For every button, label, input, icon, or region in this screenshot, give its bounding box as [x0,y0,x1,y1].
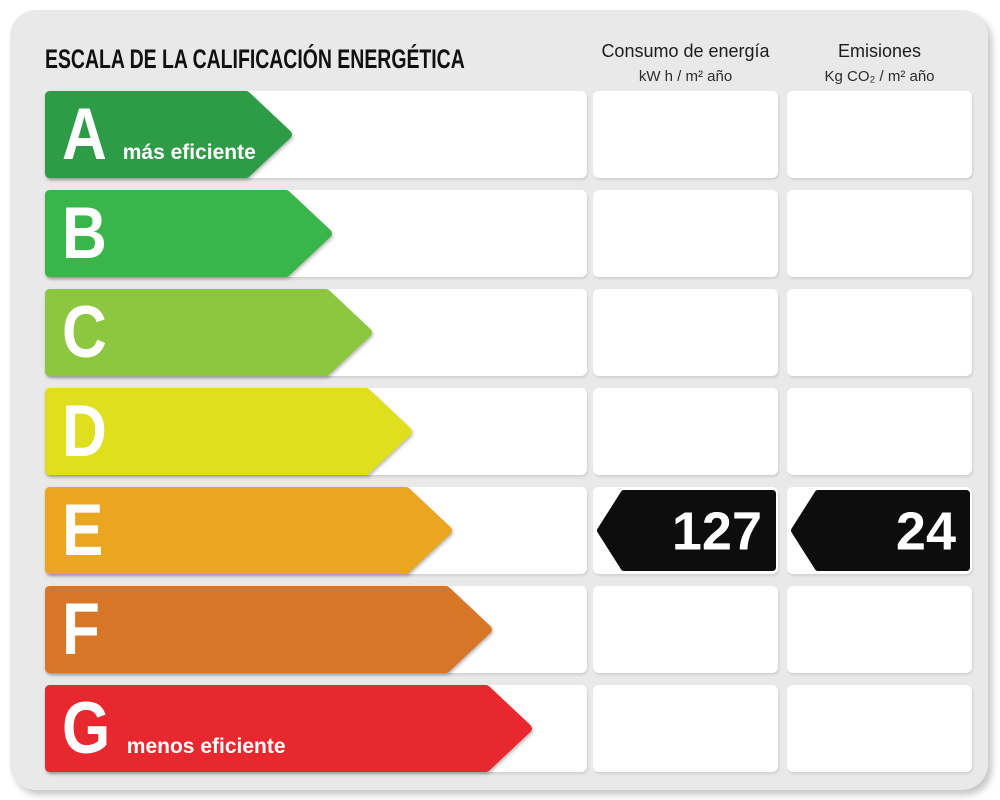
consumo-cell [593,586,778,673]
emisiones-cell [787,586,972,673]
consumo-label: Consumo de energía [601,41,770,61]
consumo-cell: 127 [593,487,778,574]
rating-row-d: D [45,388,972,475]
page-title: ESCALA DE LA CALIFICACIÓN ENERGÉTICA [45,44,465,74]
rating-row-f: F [45,586,972,673]
consumo-cell [593,91,778,178]
bar-text: E [62,487,111,574]
rating-letter: A [62,94,107,175]
bar-text: B [62,190,115,277]
consumo-value-badge: 127 [597,490,776,571]
rating-letter: E [62,490,104,571]
bar-text: D [62,388,115,475]
rating-letter: B [62,193,107,274]
rating-bar-c [45,289,372,376]
bar-text: F [62,586,107,673]
rating-letter: G [62,688,111,769]
consumo-value: 127 [672,502,762,562]
rating-letter: F [62,589,100,670]
rating-bar-f [45,586,492,673]
emisiones-cell [787,190,972,277]
energy-scale-panel: ESCALA DE LA CALIFICACIÓN ENERGÉTICA Con… [10,10,988,790]
rating-bar-b [45,190,332,277]
efficiency-note: menos eficiente [126,735,286,758]
emisiones-cell [787,685,972,772]
rating-row-b: B [45,190,972,277]
rating-row-c: C [45,289,972,376]
consumo-cell [593,388,778,475]
bar-text: C [62,289,115,376]
rating-letter: C [62,292,107,373]
emisiones-cell [787,289,972,376]
rating-letter: D [62,391,107,472]
emisiones-cell [787,388,972,475]
emisiones-value: 24 [896,502,956,562]
emisiones-cell [787,91,972,178]
emisiones-value-badge: 24 [791,490,970,571]
rating-bar-a [45,91,292,178]
column-header-emisiones: Emisiones Kg CO₂ / m² año [787,40,972,88]
rating-bar-d [45,388,412,475]
consumo-cell [593,685,778,772]
rating-bar-g [45,685,532,772]
efficiency-note: más eficiente [122,141,256,164]
emisiones-unit: Kg CO₂ / m² año [824,68,935,85]
emisiones-label: Emisiones [837,41,922,61]
rating-row-e: E 127 24 [45,487,972,574]
column-header-consumo: Consumo de energía kW h / m² año [593,40,778,88]
emisiones-cell: 24 [787,487,972,574]
rating-bar-e [45,487,452,574]
consumo-cell [593,190,778,277]
consumo-cell [593,289,778,376]
consumo-unit: kW h / m² año [638,68,733,85]
